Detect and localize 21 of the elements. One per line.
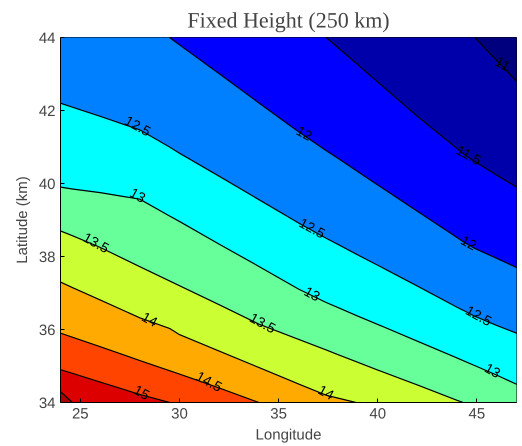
x-axis-title: Longitude [256,426,322,444]
annotation: 13 [482,360,504,382]
x-tick-label: 30 [171,406,188,422]
annotation: 12 [458,232,480,254]
x-tick-label: 40 [369,406,386,422]
y-axis-title: Latitude (km) [14,176,31,264]
y-tick-label: 38 [38,249,56,266]
x-tick-label: 25 [72,406,89,422]
y-tick-label: 42 [38,103,56,120]
x-tick-label: 35 [270,406,287,422]
y-tick-label: 36 [38,322,56,339]
y-tick-label: 40 [38,176,56,193]
chart-title: Fixed Height (250 km) [187,8,390,32]
annotation: 11.5 [454,142,484,168]
y-tick-label: 34 [38,395,56,412]
annotation: 12.5 [463,302,495,330]
annotation: 13.5 [246,309,279,337]
y-tick-label: 44 [38,30,56,47]
annotation: 12.5 [296,214,328,242]
x-tick-label: 45 [468,406,486,422]
annotation: 13 [302,282,324,305]
